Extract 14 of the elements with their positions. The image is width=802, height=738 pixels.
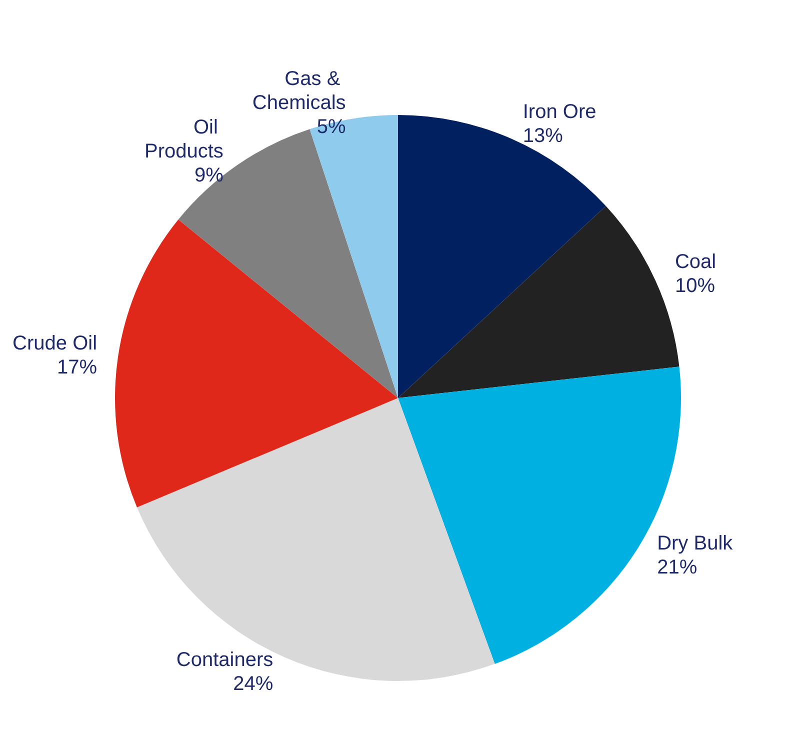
slice-label: Crude Oil <box>12 332 98 354</box>
slice-label: Gas & Chemicals <box>252 68 346 114</box>
slice-label: Containers <box>176 648 274 671</box>
slice-label: Coal <box>674 250 716 273</box>
data-label: 24% <box>233 672 274 695</box>
data-label: 5% <box>316 116 346 138</box>
slice-label: Oil Products <box>144 116 224 163</box>
slice-label: Dry Bulk <box>657 532 734 555</box>
data-label: 21% <box>657 556 698 579</box>
slice-label: Iron Ore <box>522 101 596 124</box>
data-label: 17% <box>57 356 98 378</box>
data-label: 13% <box>522 125 564 148</box>
data-label: 9% <box>194 164 224 187</box>
data-label: 10% <box>674 274 716 297</box>
